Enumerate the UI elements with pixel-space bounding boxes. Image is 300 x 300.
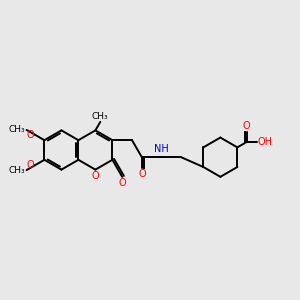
Text: CH₃: CH₃ xyxy=(92,112,109,121)
Text: O: O xyxy=(243,121,250,131)
Text: OH: OH xyxy=(258,137,273,147)
Text: NH: NH xyxy=(154,144,169,154)
Text: O: O xyxy=(138,169,146,179)
Text: CH₃: CH₃ xyxy=(9,125,25,134)
Text: O: O xyxy=(92,171,99,181)
Text: O: O xyxy=(118,178,126,188)
Text: O: O xyxy=(26,130,34,140)
Text: O: O xyxy=(26,160,34,170)
Text: CH₃: CH₃ xyxy=(9,166,25,175)
